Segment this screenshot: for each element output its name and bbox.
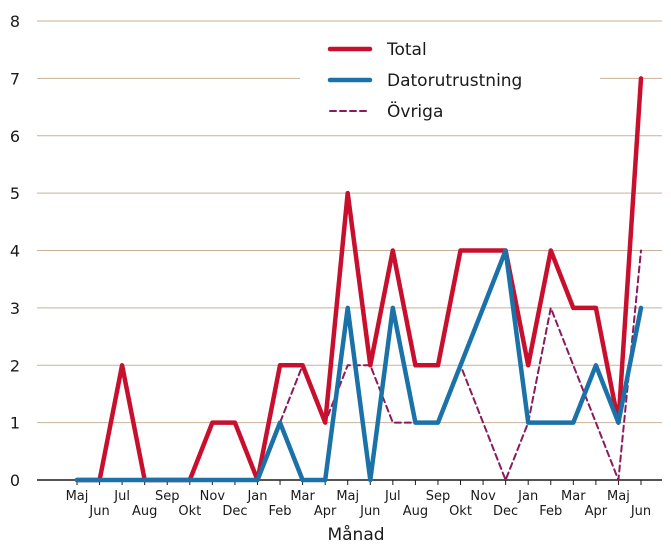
legend-label: Datorutrustning [387,71,522,91]
x-tick-label: Mar [290,489,315,504]
series-line-datorutrustning [74,248,644,483]
x-tick-label: Okt [178,504,201,519]
x-tick-label: Maj [66,489,89,504]
x-axis-label: Månad [327,524,384,545]
y-tick-label: 6 [10,127,20,146]
y-tick-label: 7 [10,69,20,88]
x-tick-label: Apr [585,504,608,519]
x-tick-label: Dec [222,504,247,519]
series-line-total [74,76,644,483]
x-tick-label: Okt [449,504,472,519]
y-tick-label: 2 [10,356,20,375]
x-tick-label: Mar [561,489,586,504]
x-tick-label: Feb [269,504,292,519]
x-tick-label: Jun [630,504,651,519]
x-tick-label: Nov [200,489,226,504]
x-tick-label: Apr [314,504,337,519]
legend-label: Övriga [387,100,443,122]
legend-label: Total [386,40,427,60]
x-tick-label: Feb [539,504,562,519]
series-lines [74,76,644,483]
legend: Total Datorutrustning Övriga [300,28,600,130]
x-tick-label: Aug [403,504,428,519]
y-tick-label: 4 [10,242,20,261]
x-tick-label: Jan [517,489,538,504]
x-tick-label: Jun [359,504,380,519]
x-axis-ticks: MajJunJulAugSepOktNovDecJanFebMarAprMajJ… [66,480,651,519]
y-axis-ticks: 0 1 2 3 4 5 6 7 8 [10,12,20,490]
x-tick-label: Sep [155,489,180,504]
x-tick-label: Sep [426,489,451,504]
y-tick-label: 8 [10,12,20,31]
x-tick-label: Jul [384,489,401,504]
x-tick-label: Jun [88,504,109,519]
x-tick-label: Jul [113,489,130,504]
y-tick-label: 0 [10,471,20,490]
y-tick-label: 5 [10,184,20,203]
y-tick-label: 3 [10,299,20,318]
x-tick-label: Maj [336,489,359,504]
x-tick-label: Dec [493,504,518,519]
x-tick-label: Aug [132,504,157,519]
x-tick-label: Jan [246,489,267,504]
x-tick-label: Nov [470,489,496,504]
x-tick-label: Maj [607,489,630,504]
y-tick-label: 1 [10,414,20,433]
